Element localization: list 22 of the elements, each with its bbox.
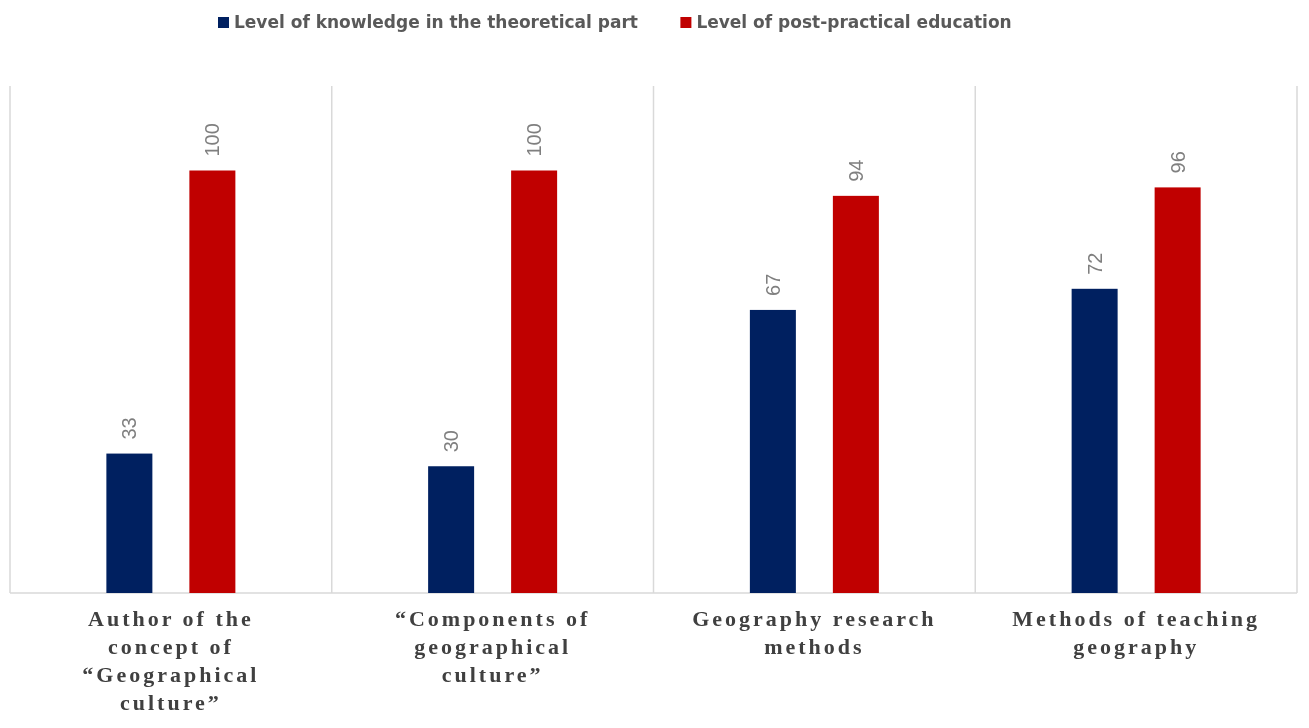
data-label: 94 — [844, 159, 867, 182]
data-label: 30 — [440, 430, 463, 453]
x-tick-label: “Components of geographical culture” — [394, 606, 591, 687]
bar — [749, 309, 796, 593]
bar — [511, 170, 558, 593]
bar — [106, 453, 153, 593]
legend-label: Level of post-practical education — [696, 12, 1012, 32]
x-tick-label: Methods of teaching geography — [1012, 606, 1260, 659]
bar — [832, 195, 879, 593]
data-label: 100 — [523, 123, 546, 157]
data-label: 67 — [761, 273, 784, 296]
data-label: 96 — [1166, 151, 1189, 174]
bar — [428, 466, 475, 593]
x-tick-label: Geography research methods — [692, 606, 937, 659]
bar — [1154, 187, 1201, 593]
data-label: 72 — [1083, 252, 1106, 275]
data-label: 33 — [118, 417, 141, 440]
bar — [1071, 288, 1118, 593]
data-label: 100 — [201, 123, 224, 157]
legend-label: Level of knowledge in the theoretical part — [234, 12, 638, 32]
x-tick-label: Author of the concept of “Geographical culture” — [82, 606, 260, 715]
bar — [189, 170, 236, 593]
